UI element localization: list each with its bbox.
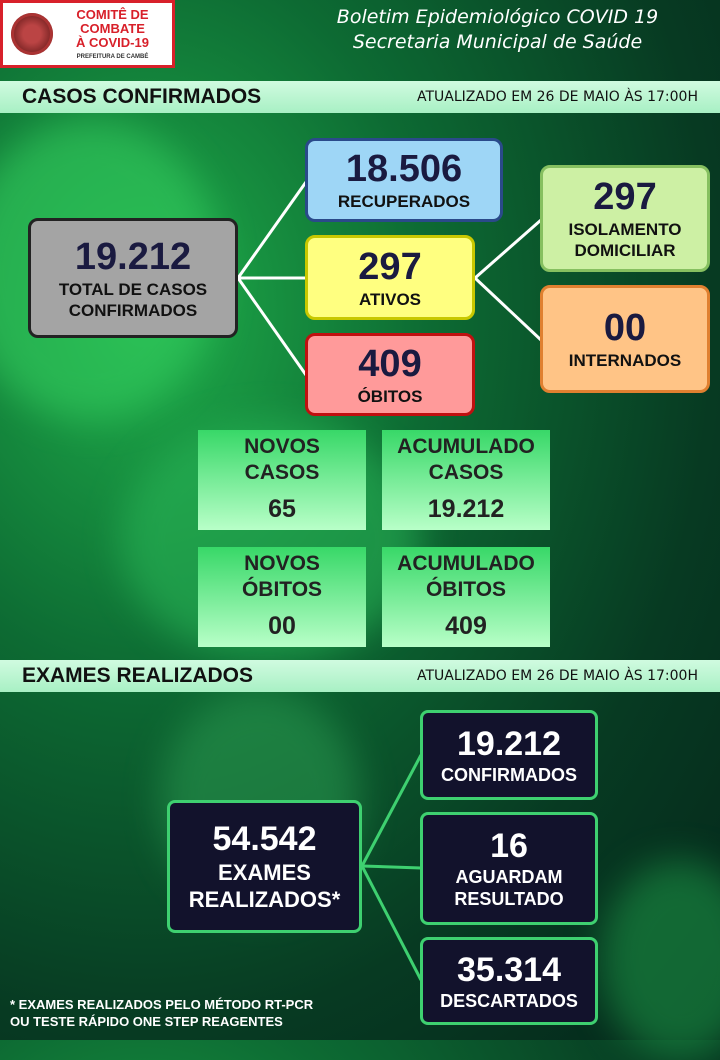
exams-updated: ATUALIZADO EM 26 DE MAIO ÀS 17:00H bbox=[417, 668, 698, 684]
confirmed-exams-card: 19.212 CONFIRMADOS bbox=[420, 710, 598, 800]
new-cases-box: NOVOS CASOS 65 bbox=[198, 430, 366, 530]
new-deaths-label2: ÓBITOS bbox=[241, 578, 323, 601]
cumulative-cases-box: ACUMULADO CASOS 19.212 bbox=[382, 430, 550, 530]
logo: COMITÊ DE COMBATE À COVID-19 PREFEITURA … bbox=[0, 0, 175, 68]
hospitalized-label: INTERNADOS bbox=[568, 351, 682, 370]
pending-exams-label1: AGUARDAM bbox=[455, 867, 563, 887]
isolation-card: 297 ISOLAMENTO DOMICILIAR bbox=[540, 165, 710, 272]
logo-line2: À COVID-19 bbox=[76, 35, 149, 51]
isolation-label1: ISOLAMENTO bbox=[568, 220, 682, 239]
logo-line3: PREFEITURA DE CAMBÉ bbox=[76, 53, 149, 60]
new-cases-label1: NOVOS bbox=[244, 435, 320, 458]
isolation-value: 297 bbox=[593, 176, 657, 218]
footnote: * EXAMES REALIZADOS PELO MÉTODO RT-PCR O… bbox=[10, 996, 313, 1030]
footnote-line1: * EXAMES REALIZADOS PELO MÉTODO RT-PCR bbox=[10, 997, 314, 1012]
total-cases-card: 19.212 TOTAL DE CASOS CONFIRMADOS bbox=[28, 218, 238, 338]
footnote-line2: OU TESTE RÁPIDO ONE STEP REAGENTES bbox=[10, 1014, 283, 1029]
recovered-value: 18.506 bbox=[345, 148, 463, 190]
cases-banner: CASOS CONFIRMADOS ATUALIZADO EM 26 DE MA… bbox=[0, 81, 720, 113]
title-line1: Boletim Epidemiológico COVID 19 bbox=[336, 6, 659, 28]
title-line2: Secretaria Municipal de Saúde bbox=[352, 31, 643, 53]
active-card: 297 ATIVOS bbox=[305, 235, 475, 320]
new-deaths-value: 00 bbox=[268, 612, 296, 640]
discarded-exams-card: 35.314 DESCARTADOS bbox=[420, 937, 598, 1025]
confirmed-exams-value: 19.212 bbox=[457, 724, 561, 763]
pending-exams-card: 16 AGUARDAM RESULTADO bbox=[420, 812, 598, 925]
hospitalized-card: 00 INTERNADOS bbox=[540, 285, 710, 393]
new-deaths-label1: NOVOS bbox=[244, 552, 320, 575]
cumulative-deaths-label1: ACUMULADO bbox=[397, 552, 535, 575]
virus-icon bbox=[11, 13, 53, 55]
pending-exams-label2: RESULTADO bbox=[454, 889, 564, 909]
cumulative-cases-label1: ACUMULADO bbox=[397, 435, 535, 458]
recovered-card: 18.506 RECUPERADOS bbox=[305, 138, 503, 222]
total-exams-value: 54.542 bbox=[212, 820, 317, 858]
deaths-value: 409 bbox=[358, 342, 422, 385]
discarded-exams-label: DESCARTADOS bbox=[440, 990, 578, 1011]
isolation-label2: DOMICILIAR bbox=[574, 241, 676, 260]
new-cases-label2: CASOS bbox=[244, 461, 320, 484]
cases-heading: CASOS CONFIRMADOS bbox=[22, 85, 262, 108]
discarded-exams-value: 35.314 bbox=[457, 950, 561, 989]
new-deaths-box: NOVOS ÓBITOS 00 bbox=[198, 547, 366, 647]
cumulative-cases-value: 19.212 bbox=[427, 495, 505, 523]
pending-exams-value: 16 bbox=[490, 827, 528, 865]
cumulative-deaths-value: 409 bbox=[445, 612, 487, 640]
exams-heading: EXAMES REALIZADOS bbox=[22, 664, 254, 687]
cumulative-cases-label2: CASOS bbox=[428, 461, 504, 484]
new-cases-value: 65 bbox=[268, 495, 296, 523]
total-cases-value: 19.212 bbox=[74, 235, 192, 278]
page-title: Boletim Epidemiológico COVID 19 Secretar… bbox=[300, 5, 695, 55]
total-exams-card: 54.542 EXAMES REALIZADOS* bbox=[167, 800, 362, 933]
exams-banner: EXAMES REALIZADOS ATUALIZADO EM 26 DE MA… bbox=[0, 660, 720, 692]
deaths-card: 409 ÓBITOS bbox=[305, 333, 475, 416]
total-exams-label2: REALIZADOS* bbox=[188, 887, 341, 912]
confirmed-exams-label: CONFIRMADOS bbox=[441, 764, 577, 785]
total-cases-label: TOTAL DE CASOS CONFIRMADOS bbox=[58, 279, 208, 320]
active-label: ATIVOS bbox=[358, 289, 422, 309]
active-value: 297 bbox=[358, 245, 422, 288]
cases-updated: ATUALIZADO EM 26 DE MAIO ÀS 17:00H bbox=[417, 89, 698, 105]
total-exams-label1: EXAMES bbox=[218, 860, 311, 885]
cumulative-deaths-label2: ÓBITOS bbox=[425, 578, 507, 601]
hospitalized-value: 00 bbox=[603, 307, 647, 349]
recovered-label: RECUPERADOS bbox=[337, 192, 471, 211]
logo-line1: COMITÊ DE COMBATE bbox=[76, 6, 149, 37]
cumulative-deaths-box: ACUMULADO ÓBITOS 409 bbox=[382, 547, 550, 647]
deaths-label: ÓBITOS bbox=[357, 386, 423, 406]
